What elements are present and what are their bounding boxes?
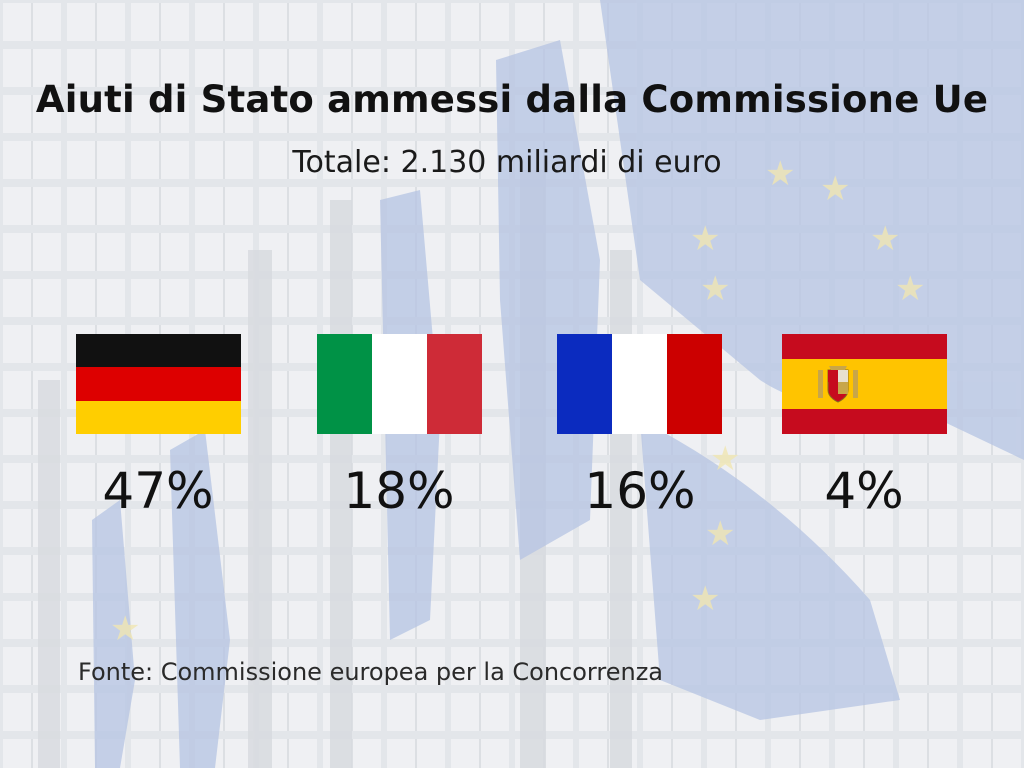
svg-text:★: ★ [700,269,730,309]
germany-percentage: 47% [102,462,214,520]
italy-flag [317,334,482,434]
svg-text:★: ★ [895,269,925,309]
svg-text:★: ★ [690,219,720,259]
italy-percentage: 18% [343,462,455,520]
spain-coat-of-arms-icon [818,366,858,403]
germany-flag [76,334,241,434]
svg-text:★: ★ [710,439,740,479]
svg-text:★: ★ [870,219,900,259]
page-title: Aiuti di Stato ammessi dalla Commissione… [35,78,989,121]
spain-percentage: 4% [824,462,904,520]
svg-text:★: ★ [820,169,850,209]
svg-text:★: ★ [705,514,735,554]
svg-text:★: ★ [690,579,720,619]
france-flag [557,334,722,434]
spain-flag [782,334,947,434]
source-note: Fonte: Commissione europea per la Concor… [78,658,663,686]
svg-text:★: ★ [110,609,140,649]
total-subtitle: Totale: 2.130 miliardi di euro [292,145,722,180]
france-percentage: 16% [584,462,696,520]
svg-text:★: ★ [765,154,795,194]
